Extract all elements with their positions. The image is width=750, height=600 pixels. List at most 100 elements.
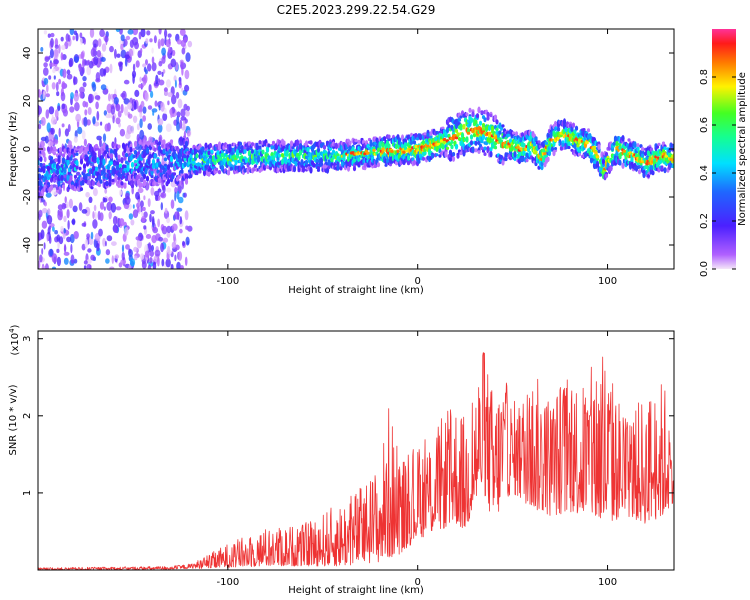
spectrogram-noise-cell xyxy=(115,206,122,211)
spectrogram-ridge-cell xyxy=(471,111,475,118)
spectrogram-ridge-cell xyxy=(445,146,450,150)
spectrogram-ridge-cell xyxy=(117,144,121,149)
spectrogram-noise-cell xyxy=(86,65,92,76)
spectrogram-noise-cell xyxy=(48,235,52,244)
spectrogram-noise-cell xyxy=(92,83,97,92)
spectrogram-ridge-cell xyxy=(195,153,199,159)
spectrogram-noise-cell xyxy=(187,225,193,232)
spectrogram-ridge-cell xyxy=(480,139,484,144)
spectrogram-noise-cell xyxy=(163,87,168,92)
spectrogram-noise-cell xyxy=(134,89,140,97)
spectrogram-ridge-cell xyxy=(124,152,129,158)
spectrogram-ridge-cell xyxy=(477,150,481,154)
spectrogram-noise-cell xyxy=(123,98,130,105)
spectrogram-noise-cell xyxy=(119,61,123,72)
spectrogram-ridge-cell xyxy=(457,118,462,122)
spectrogram-ridge-cell xyxy=(385,157,390,164)
spectrogram-noise-cell xyxy=(40,136,47,142)
spectrogram-noise-cell xyxy=(140,29,146,38)
spectrogram-noise-cell xyxy=(83,116,88,127)
spectrogram-ridge-cell xyxy=(123,155,127,161)
snr-axes: -100 0 100 1 2 3 xyxy=(22,331,674,588)
spectrogram-peak-cell xyxy=(442,137,447,142)
spectrogram-noise-cell xyxy=(49,62,55,67)
spectrogram-noise-cell xyxy=(45,109,50,119)
spectrogram-ridge-cell xyxy=(210,149,214,154)
spectrogram-noise-cell xyxy=(108,211,112,220)
spectrogram-noise-cell xyxy=(103,68,107,76)
spectrogram-ridge-cell xyxy=(483,117,487,123)
spectrogram-noise-cell xyxy=(160,242,165,253)
spectrogram-noise-cell xyxy=(160,38,165,47)
spectrogram-marks xyxy=(38,29,674,269)
spectrogram-noise-cell xyxy=(148,84,152,93)
spectrogram-ridge-cell xyxy=(121,172,126,176)
spectrogram-noise-cell xyxy=(99,29,105,37)
spectrogram-noise-cell xyxy=(113,97,119,105)
spectrogram-ridge-cell xyxy=(91,180,96,186)
spectrogram-noise-cell xyxy=(182,119,186,130)
spectrogram-ridge-cell xyxy=(66,159,70,166)
spectrogram-ridge-cell xyxy=(376,162,381,168)
spectrogram-ridge-cell xyxy=(162,148,166,154)
spectrogram-ridge-cell xyxy=(525,158,529,163)
spectrogram-noise-cell xyxy=(74,56,79,63)
spectrogram-noise-cell xyxy=(180,39,186,48)
spectrogram-noise-cell xyxy=(69,233,75,244)
spectrogram-noise-cell xyxy=(111,241,117,247)
spectrogram-noise-cell xyxy=(94,211,97,221)
spectrogram-noise-cell xyxy=(158,78,161,83)
spectrogram-noise-cell xyxy=(38,209,43,218)
spectrogram-ridge-cell xyxy=(169,162,174,168)
spectrogram-ridge-cell xyxy=(649,164,654,171)
spectrogram-ridge-cell xyxy=(207,171,211,177)
spectrogram-ridge-cell xyxy=(280,153,285,158)
spectrogram-noise-cell xyxy=(71,219,76,225)
spectrogram-noise-cell xyxy=(131,186,134,195)
spectrogram-noise-cell xyxy=(146,30,151,36)
spectrogram-ridge-cell xyxy=(409,140,414,145)
spectrogram-ridge-cell xyxy=(316,168,321,172)
spectrogram-noise-cell xyxy=(124,57,128,67)
spectrogram-ridge-cell xyxy=(153,147,157,152)
spectrogram-noise-cell xyxy=(151,216,155,226)
spectrogram-noise-cell xyxy=(50,32,55,38)
spectrogram-ridge-cell xyxy=(499,154,504,160)
spectrogram-noise-cell xyxy=(54,44,59,50)
spectrogram-ridge-cell xyxy=(615,150,619,157)
spectrogram-noise-cell xyxy=(41,248,44,255)
spectrogram-noise-cell xyxy=(92,219,98,229)
spectrogram-ridge-cell xyxy=(309,140,313,145)
spectrogram-peak-cell xyxy=(487,131,492,135)
spectrogram-noise-cell xyxy=(170,58,177,68)
spectrogram-ridge-cell xyxy=(172,172,177,176)
spectrogram-noise-cell xyxy=(136,123,140,131)
spectrogram-noise-cell xyxy=(150,244,154,252)
spectrogram-ridge-cell xyxy=(97,183,102,188)
spectrogram-ridge-cell xyxy=(42,151,46,158)
spectrogram-noise-cell xyxy=(127,29,134,35)
spectrogram-noise-cell xyxy=(115,117,121,125)
spectrogram-ridge-cell xyxy=(426,133,430,137)
spectrogram-noise-cell xyxy=(132,63,136,72)
spectrogram-noise-cell xyxy=(166,217,171,224)
spectrogram-noise-cell xyxy=(92,188,98,197)
spectrogram-noise-cell xyxy=(105,258,110,264)
spectrogram-ridge-cell xyxy=(640,153,645,158)
spectrogram-noise-cell xyxy=(44,56,50,63)
spectrogram-ridge-cell xyxy=(136,151,141,155)
spectrogram-peak-cell xyxy=(366,151,370,155)
spectrogram-ridge-cell xyxy=(229,164,234,168)
spectrogram-ridge-cell xyxy=(256,155,261,162)
spectrogram-ridge-cell xyxy=(238,149,243,154)
spectrogram-noise-cell xyxy=(153,35,157,44)
spectrogram-noise-cell xyxy=(177,196,184,204)
spectrogram-ridge-cell xyxy=(309,166,313,174)
spectrogram-ridge-cell xyxy=(513,139,517,144)
spectrogram-ridge-cell xyxy=(82,168,87,174)
spectrogram-noise-cell xyxy=(48,106,55,115)
spectrogram-noise-cell xyxy=(139,76,142,83)
spectrogram-noise-cell xyxy=(154,249,161,257)
spectrogram-noise-cell xyxy=(61,103,66,110)
spectrogram-noise-cell xyxy=(75,32,79,42)
